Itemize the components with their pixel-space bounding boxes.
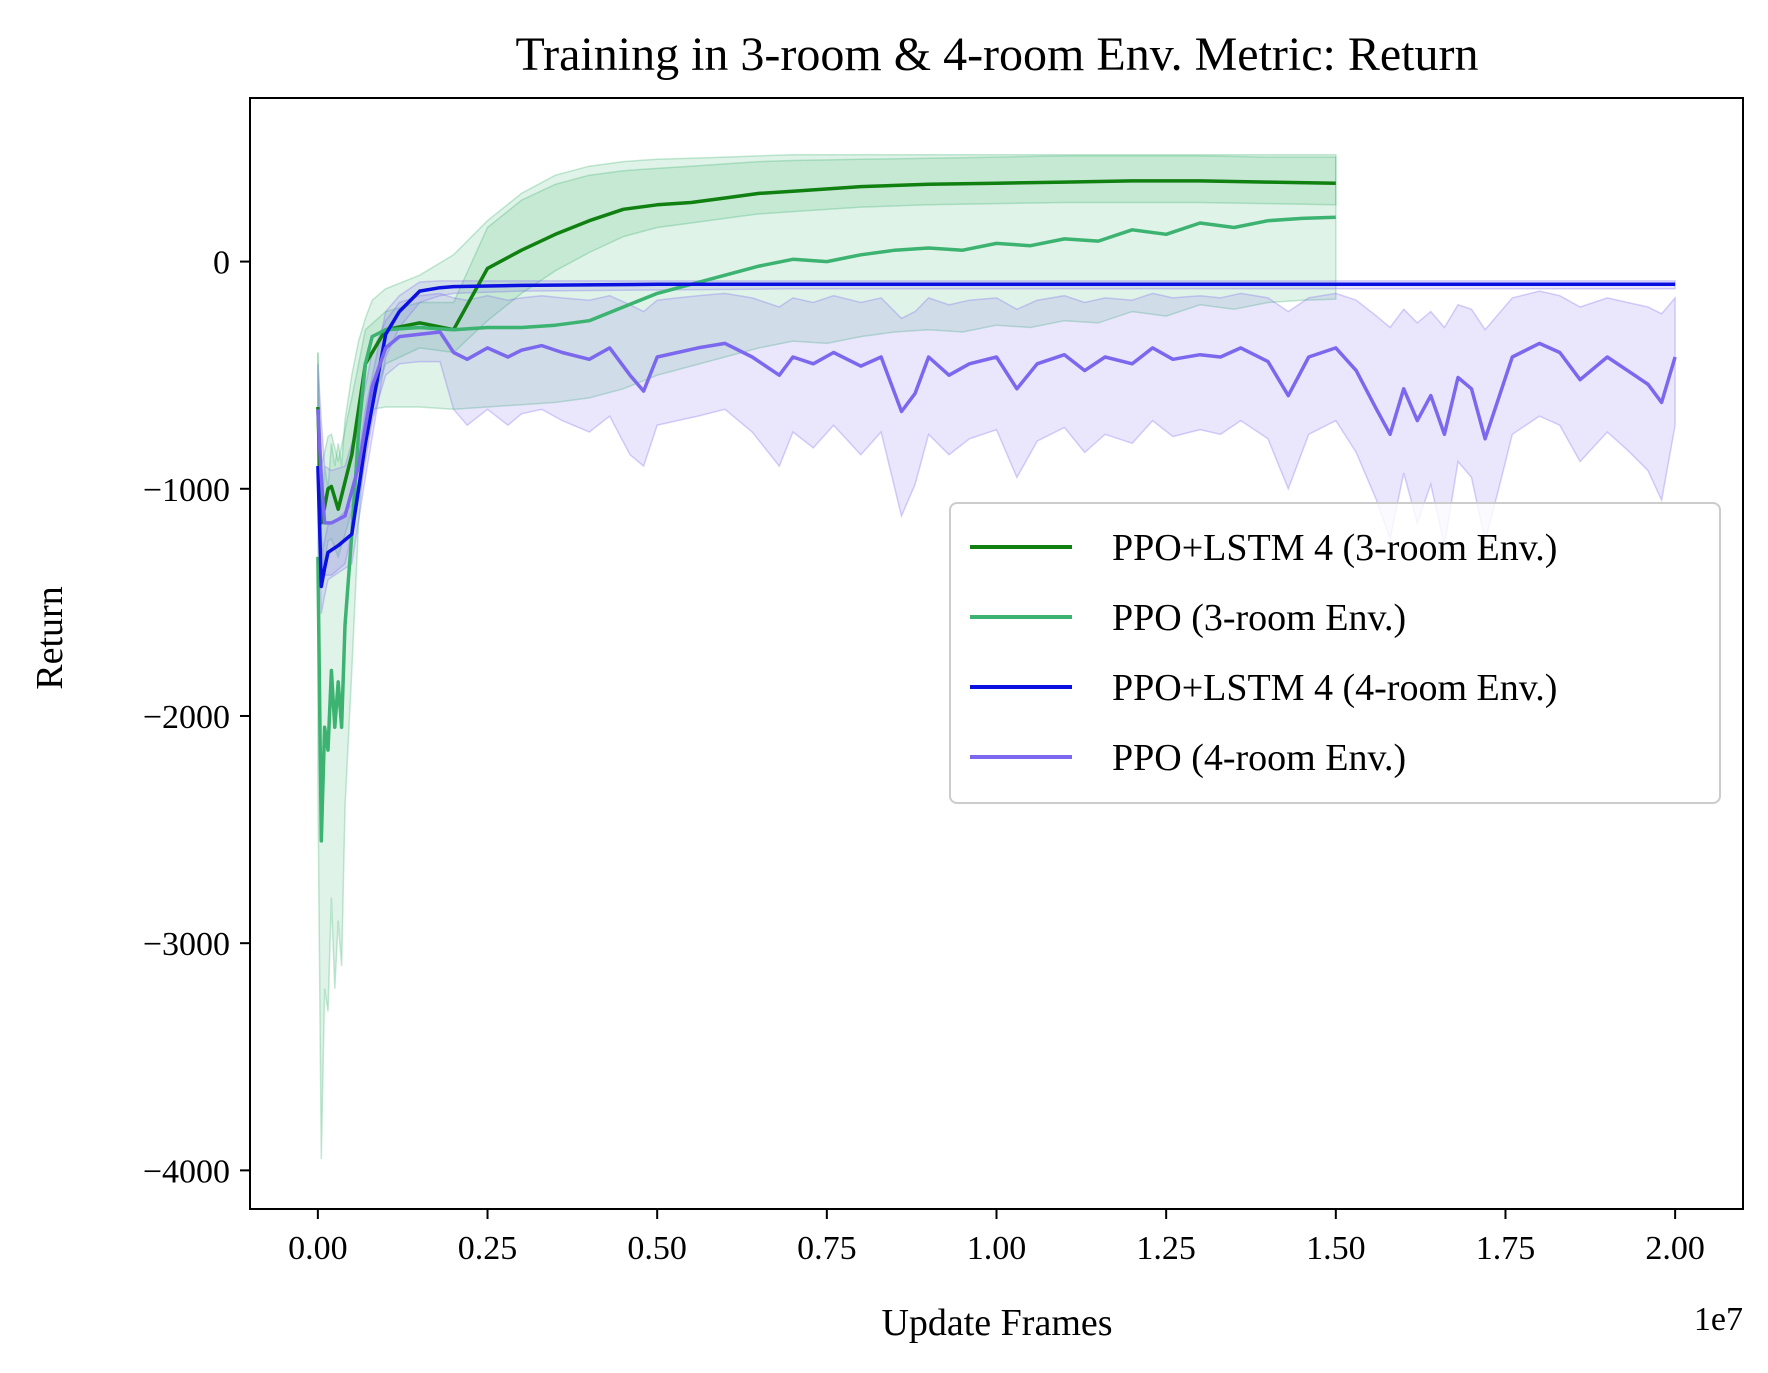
line-series-2 — [316, 215, 1336, 843]
band-series-3 — [317, 280, 1676, 614]
legend: PPO+LSTM 4 (3-room Env.) PPO (3-room Env.… — [949, 502, 1721, 804]
x-axis-offset-label: 1e7 — [1694, 1301, 1743, 1338]
y-tick-label: −4000 — [143, 1153, 230, 1190]
line-series-1 — [316, 179, 1336, 525]
line-series-3 — [316, 282, 1676, 589]
legend-label: PPO (4-room Env.) — [1112, 737, 1406, 779]
legend-label: PPO (3-room Env.) — [1112, 597, 1406, 639]
y-axis-label: Return — [29, 586, 71, 689]
x-tick-label: 1.25 — [1136, 1230, 1196, 1267]
x-tick-label: 1.75 — [1476, 1230, 1536, 1267]
legend-box — [949, 502, 1721, 804]
x-tick-label: 2.00 — [1645, 1230, 1705, 1267]
x-tick-label: 0.75 — [797, 1230, 857, 1267]
y-axis: 0 −1000 −2000 −3000 −4000 — [143, 245, 250, 1190]
x-tick-label: 1.50 — [1306, 1230, 1366, 1267]
series-lines — [316, 179, 1677, 843]
y-tick-label: −1000 — [143, 472, 230, 509]
x-tick-label: 0.00 — [288, 1230, 348, 1267]
x-axis: 0.00 0.25 0.50 0.75 1.00 1.25 1.50 1.75 2.00 — [288, 1209, 1705, 1267]
y-tick-label: 0 — [213, 245, 230, 282]
band-series-4 — [317, 290, 1676, 576]
legend-label: PPO+LSTM 4 (4-room Env.) — [1112, 667, 1557, 709]
y-tick-label: −3000 — [143, 926, 230, 963]
line-series-4 — [316, 330, 1677, 525]
confidence-bands — [317, 154, 1676, 1160]
y-tick-label: −2000 — [143, 699, 230, 736]
x-axis-label: Update Frames — [881, 1302, 1112, 1344]
chart-title: Training in 3-room & 4-room Env. Metric:… — [516, 28, 1479, 81]
band-series-2 — [317, 154, 1337, 1160]
x-tick-label: 0.50 — [627, 1230, 687, 1267]
x-tick-label: 1.00 — [967, 1230, 1027, 1267]
x-tick-label: 0.25 — [458, 1230, 518, 1267]
band-series-1 — [317, 155, 1337, 580]
legend-label: PPO+LSTM 4 (3-room Env.) — [1112, 527, 1557, 569]
